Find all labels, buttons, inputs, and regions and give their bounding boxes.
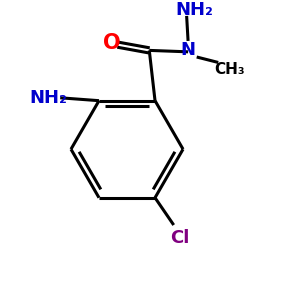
Text: O: O bbox=[103, 33, 120, 53]
Text: CH₃: CH₃ bbox=[214, 61, 245, 76]
Text: N: N bbox=[181, 41, 196, 59]
Text: NH₂: NH₂ bbox=[175, 1, 213, 19]
Text: Cl: Cl bbox=[170, 229, 189, 247]
Text: NH₂: NH₂ bbox=[30, 89, 68, 107]
